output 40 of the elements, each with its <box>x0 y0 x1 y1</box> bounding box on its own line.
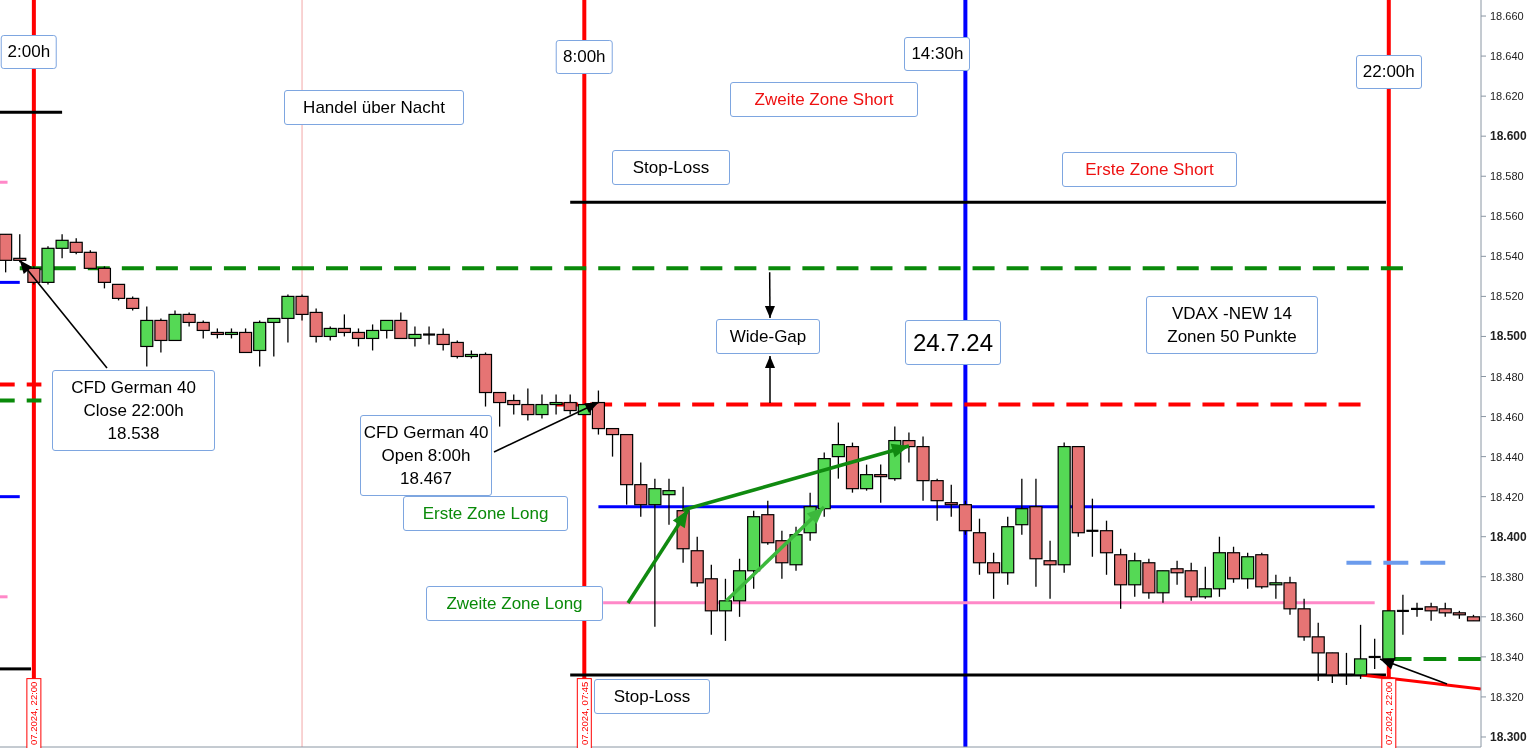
ref-line-label: 22:00h <box>1355 55 1422 89</box>
y-tick-label: 18.480 <box>1490 370 1524 383</box>
y-tick-label: 18.340 <box>1490 650 1524 663</box>
y-tick-label: 18.460 <box>1490 410 1524 423</box>
candlestick <box>1099 520 1114 576</box>
annotation: CFD German 40 Open 8:00h 18.467 <box>360 415 492 496</box>
y-tick-label: 18.500 <box>1490 329 1528 344</box>
y-tick-label: 18.520 <box>1490 290 1524 303</box>
annotation: Stop-Loss <box>594 679 710 714</box>
annotation: Zweite Zone Long <box>426 586 603 621</box>
annotation: CFD German 40 Close 22:00h 18.538 <box>52 370 215 451</box>
x-tick-label: 07.2024, 22:00 <box>28 681 40 745</box>
y-tick-label: 18.600 <box>1490 129 1528 144</box>
annotation: Erste Zone Short <box>1062 152 1237 187</box>
y-tick-label: 18.400 <box>1490 529 1528 544</box>
y-tick-label: 18.380 <box>1490 570 1524 583</box>
x-tick-label: 07.2024, 22:00 <box>1383 681 1395 745</box>
annotation: 24.7.24 <box>905 320 1001 365</box>
x-tick-label: 07.2024, 07:45 <box>578 681 590 745</box>
y-tick-label: 18.540 <box>1490 250 1524 263</box>
ref-line-label: 14:30h <box>904 37 971 71</box>
annotation: Handel über Nacht <box>284 90 464 125</box>
annotation: Erste Zone Long <box>403 496 568 531</box>
annotation: VDAX -NEW 14 Zonen 50 Punkte <box>1146 296 1318 354</box>
y-tick-label: 18.620 <box>1490 90 1524 103</box>
annotation: Wide-Gap <box>716 319 820 354</box>
y-tick-label: 18.560 <box>1490 210 1524 223</box>
y-tick-label: 18.300 <box>1490 729 1528 744</box>
annotation: Stop-Loss <box>612 150 730 185</box>
annotation: Zweite Zone Short <box>730 82 918 117</box>
y-tick-label: 18.420 <box>1490 490 1524 503</box>
ref-line-label: 8:00h <box>556 40 613 74</box>
y-tick-label: 18.360 <box>1490 610 1524 623</box>
candlestick <box>1396 594 1409 636</box>
y-tick-label: 18.580 <box>1490 170 1524 183</box>
y-tick-label: 18.660 <box>1490 10 1524 23</box>
y-tick-label: 18.440 <box>1490 450 1524 463</box>
y-tick-label: 18.320 <box>1490 690 1524 703</box>
ref-line-label: 2:00h <box>0 35 58 69</box>
y-tick-label: 18.640 <box>1490 50 1524 63</box>
